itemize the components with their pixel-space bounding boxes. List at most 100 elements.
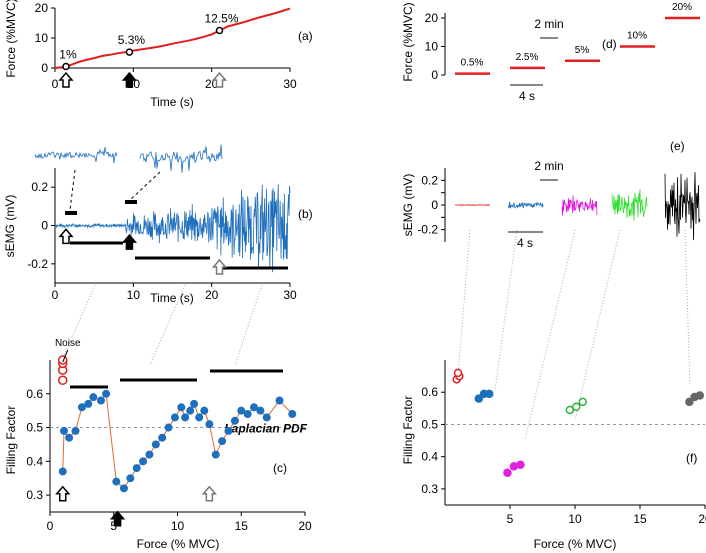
ff-point <box>275 396 284 405</box>
x-tick-label: 15 <box>235 519 249 533</box>
scale-label: 2 min <box>534 159 563 173</box>
y-tick-label: 20 <box>425 11 439 25</box>
ff-point <box>84 399 93 408</box>
x-tick-label: 20 <box>205 288 219 302</box>
x-axis-label: Force (% MVC) <box>137 537 220 551</box>
force-level-label: 20% <box>672 2 692 13</box>
scale-label: 2 min <box>534 17 563 31</box>
semg-burst <box>611 189 648 221</box>
noise-point <box>58 375 68 386</box>
force-level-label: 5% <box>575 45 590 56</box>
inset-connector <box>129 171 161 201</box>
y-tick-label: 0.2 <box>31 180 48 194</box>
x-axis-label: Time (s) <box>150 95 194 109</box>
inset-trace-low <box>34 146 118 164</box>
arrow-icon <box>121 233 138 250</box>
ff-point <box>164 423 173 432</box>
scale-label: 4 s <box>517 236 533 250</box>
semg-burst <box>664 172 701 241</box>
ff-point <box>288 410 297 419</box>
y-tick-label: 0.4 <box>26 454 43 468</box>
x-tick-label: 30 <box>283 77 297 91</box>
arrow-icon <box>201 485 218 502</box>
ff-point <box>200 406 209 415</box>
ff-point <box>685 397 694 407</box>
inset-trace-mid <box>139 144 223 173</box>
ff-point <box>158 433 167 442</box>
ff-point <box>60 426 69 435</box>
y-axis-label: sEMG (mV) <box>401 174 415 237</box>
force-line <box>54 7 291 69</box>
semg-trace <box>54 184 291 273</box>
ff-point <box>243 410 252 419</box>
panel-label: (c) <box>273 461 287 475</box>
ff-point <box>181 413 190 422</box>
ff-point <box>151 440 160 449</box>
ff-point <box>503 468 512 478</box>
panel-label: (b) <box>298 207 313 221</box>
y-tick-label: -0.2 <box>27 257 48 271</box>
ff-point <box>145 450 154 459</box>
y-tick-label: 0.6 <box>421 385 438 399</box>
y-tick-label: 0 <box>41 61 48 75</box>
semg-burst <box>507 201 544 210</box>
x-tick-label: 30 <box>283 288 297 302</box>
ff-point <box>218 437 227 446</box>
y-tick-label: 0.2 <box>421 173 438 187</box>
ff-point <box>58 467 67 476</box>
ff-point <box>126 474 135 483</box>
force-marker-label: 1% <box>59 48 77 62</box>
ff-point <box>65 433 74 442</box>
x-tick-label: 0 <box>52 77 59 91</box>
noise-label: Noise <box>55 338 81 349</box>
y-tick-label: 0.5 <box>421 417 438 431</box>
ff-point <box>186 406 195 415</box>
arrow-icon <box>58 71 74 88</box>
y-tick-label: 20 <box>35 1 49 15</box>
y-axis-label: Force (%MVC) <box>401 2 415 81</box>
y-tick-label: 0 <box>41 219 48 233</box>
ff-point <box>119 484 128 493</box>
x-tick-label: 0 <box>47 519 54 533</box>
y-tick-label: -0.2 <box>417 223 438 237</box>
noise-pointer <box>62 349 69 363</box>
ff-point <box>177 403 186 412</box>
y-tick-label: 0.4 <box>421 450 438 464</box>
inset-marker <box>65 211 77 215</box>
ff-point <box>97 396 105 405</box>
y-tick-label: 0.3 <box>421 482 438 496</box>
reference-label: Laplacian PDF <box>224 422 307 436</box>
y-tick-label: 0 <box>431 198 438 212</box>
y-tick-label: 10 <box>35 31 49 45</box>
arrow-icon <box>55 485 71 502</box>
inset-connector <box>69 169 76 211</box>
panel-b: 0 10 20 30 0.2 0 -0.2 Time (s) sEMG (mV) (b) <box>3 144 313 366</box>
force-level-label: 10% <box>627 31 647 42</box>
x-tick-label: 10 <box>127 288 141 302</box>
force-level-label: 0.5% <box>461 58 484 69</box>
x-tick-label: 20 <box>298 519 312 533</box>
arrow-icon <box>211 258 228 275</box>
force-level-label: 2.5% <box>516 52 539 63</box>
ff-point <box>195 413 204 422</box>
ff-point <box>572 402 581 411</box>
ff-point <box>89 393 98 402</box>
x-tick-label: 10 <box>171 519 185 533</box>
arrow-icon <box>211 71 228 88</box>
connector-line <box>59 284 96 366</box>
connector-line <box>457 229 471 376</box>
x-tick-label: 15 <box>633 512 647 526</box>
ff-point <box>565 405 575 415</box>
force-marker-label: 5.3% <box>118 33 146 47</box>
ff-point <box>112 477 121 486</box>
ff-point <box>695 391 705 400</box>
force-marker <box>215 26 224 35</box>
force-marker <box>125 48 134 56</box>
ff-point <box>139 457 148 466</box>
ff-point <box>102 389 111 398</box>
connector-line <box>574 229 621 421</box>
ff-point <box>237 406 246 415</box>
